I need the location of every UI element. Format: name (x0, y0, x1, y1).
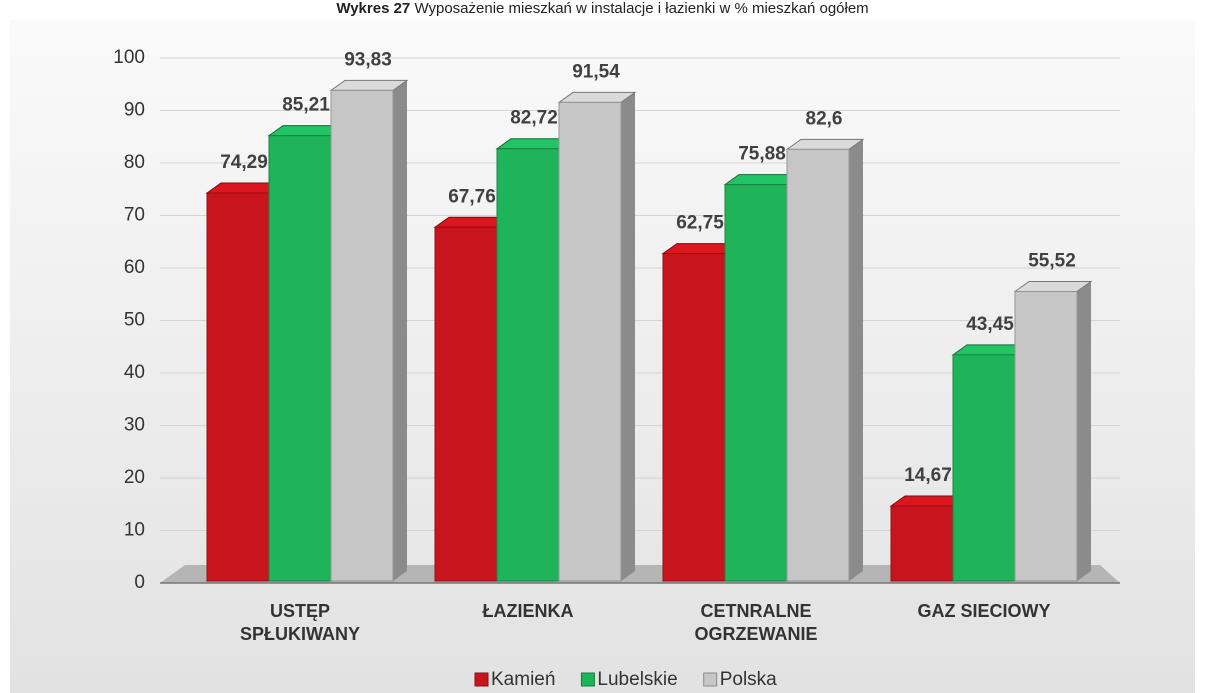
value-label: 93,83 (344, 49, 392, 70)
legend-swatch (474, 672, 489, 687)
x-tick-label: GAZ SIECIOWY (917, 601, 1051, 621)
bar-top (557, 91, 637, 103)
value-label: 67,76 (448, 186, 496, 207)
bar-side (849, 139, 863, 581)
bar (268, 135, 332, 582)
bar (330, 89, 394, 582)
bar-top (1013, 281, 1093, 293)
chart-title: Wyposażenie mieszkań w instalacje i łazi… (414, 0, 869, 17)
bar (206, 192, 270, 582)
title: Wykres 27 Wyposażenie mieszkań w instala… (0, 0, 1205, 18)
y-tick-label: 100 (113, 47, 145, 68)
x-tick-label: USTĘP SPŁUKIWANY (239, 601, 360, 644)
y-tick-label: 30 (124, 415, 145, 436)
value-label: 55,52 (1028, 251, 1076, 272)
value-label: 82,6 (806, 108, 843, 129)
value-label: 14,67 (904, 465, 952, 486)
legend-label: Lubelskie (597, 669, 677, 690)
bar (952, 354, 1016, 582)
bar-top (329, 79, 409, 91)
bar (890, 505, 954, 582)
y-tick-label: 40 (124, 362, 145, 383)
bar (1014, 291, 1078, 582)
bar (496, 148, 560, 582)
value-label: 85,21 (282, 95, 330, 116)
bar (434, 226, 498, 582)
x-tick-label: CETNRALNE OGRZEWANIE (694, 601, 818, 644)
bar (662, 253, 726, 582)
bar-side (1077, 281, 1091, 581)
y-tick-label: 20 (124, 467, 145, 488)
y-tick-label: 10 (124, 520, 145, 541)
x-tick-label: ŁAZIENKA (482, 601, 574, 621)
bar-side (393, 80, 407, 581)
bar-side (621, 92, 635, 581)
value-label: 82,72 (510, 108, 558, 129)
bar (786, 148, 850, 582)
title-label: Wykres 27 (336, 0, 411, 17)
legend-swatch (703, 672, 718, 687)
y-tick-label: 0 (134, 572, 145, 593)
y-tick-label: 80 (124, 152, 145, 173)
legend-label: Polska (720, 669, 777, 690)
value-label: 75,88 (738, 144, 786, 165)
bar-top (785, 138, 865, 150)
y-tick-label: 90 (124, 100, 145, 121)
value-label: 43,45 (966, 314, 1014, 335)
value-label: 62,75 (676, 213, 724, 234)
y-tick-label: 60 (124, 257, 145, 278)
legend-label: Kamień (491, 669, 555, 690)
value-label: 91,54 (572, 61, 620, 82)
y-tick-label: 50 (124, 310, 145, 331)
bar (724, 184, 788, 582)
y-tick-label: 70 (124, 205, 145, 226)
value-label: 74,29 (220, 152, 268, 173)
bar (558, 101, 622, 582)
legend-swatch (580, 672, 595, 687)
